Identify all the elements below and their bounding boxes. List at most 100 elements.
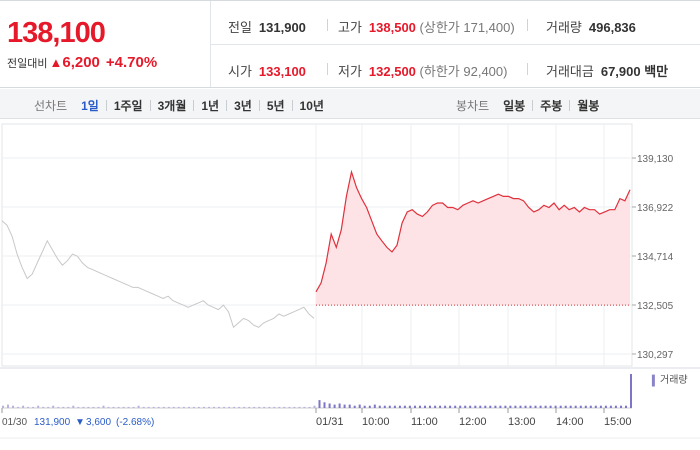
volume-bar xyxy=(408,405,411,408)
volume-bar xyxy=(449,405,452,408)
change-value: 6,200 xyxy=(62,54,100,71)
volume-bar xyxy=(338,403,341,408)
volume-bar xyxy=(132,406,135,408)
prev-day-change: 3,600 xyxy=(86,417,111,428)
volume-bar xyxy=(544,405,547,408)
volume-bar xyxy=(604,405,607,408)
prev-close-value: 131,900 xyxy=(258,20,306,35)
volume-bar xyxy=(197,406,200,408)
volume-bar xyxy=(564,405,567,408)
volume-bar xyxy=(248,406,251,408)
volume-bar xyxy=(348,404,351,408)
volume-bar xyxy=(434,405,437,408)
volume-bar xyxy=(97,406,100,408)
volume-bar xyxy=(288,406,291,408)
volume-bar xyxy=(233,406,236,408)
volume-legend: 거래량 xyxy=(660,374,688,386)
tab-divider xyxy=(258,100,260,111)
volume-bar xyxy=(313,405,316,408)
volume-bar xyxy=(213,406,215,408)
separator xyxy=(527,19,528,31)
volume-bar xyxy=(177,406,180,408)
volume-bar xyxy=(625,405,627,408)
tab-5y[interactable]: 5년 xyxy=(266,99,285,113)
volume-bar xyxy=(524,405,527,408)
volume-bar xyxy=(122,406,125,408)
tab-3m[interactable]: 3개월 xyxy=(157,99,187,113)
open-value: 133,100 xyxy=(258,64,306,79)
tab-weekly[interactable]: 주봉 xyxy=(540,99,563,113)
price-area-fill xyxy=(316,172,630,306)
tab-divider xyxy=(291,100,293,111)
line-chart-label: 선차트 xyxy=(34,99,68,113)
volume-bar xyxy=(2,405,4,408)
tab-1y[interactable]: 1년 xyxy=(201,99,220,113)
candle-chart-tabs: 봉차트 일봉 주봉 월봉 xyxy=(456,97,599,114)
chart-lines xyxy=(1,169,631,329)
volume-bar xyxy=(7,404,9,408)
volume-bar xyxy=(323,402,326,408)
volume-bar xyxy=(484,405,487,408)
volume-bar xyxy=(439,405,442,408)
volume-bar xyxy=(353,405,356,408)
volume-bar xyxy=(203,406,205,408)
volume-bar xyxy=(393,405,396,408)
volume-bar xyxy=(489,405,492,408)
separator xyxy=(327,19,328,31)
tab-daily[interactable]: 일봉 xyxy=(503,99,526,113)
volume-bar xyxy=(368,405,371,408)
prev-day-date: 01/30 xyxy=(2,417,27,428)
volume-bar xyxy=(243,406,246,408)
volume-bar xyxy=(263,406,266,408)
tab-divider xyxy=(105,100,107,111)
price-chart: 139,130 136,922 134,714 132,505 130,297 01/3… xyxy=(0,120,700,450)
tab-monthly[interactable]: 월봉 xyxy=(577,99,600,113)
volume-bar xyxy=(419,405,421,408)
volume-bar xyxy=(102,405,105,408)
volume-bar xyxy=(92,406,95,408)
tab-10y[interactable]: 10년 xyxy=(299,99,324,113)
volume-label: 거래량 xyxy=(546,20,582,35)
volume-bar xyxy=(238,406,241,408)
price-chart-svg: 139,130 136,922 134,714 132,505 130,297 01/3… xyxy=(0,123,700,439)
today-price-line xyxy=(315,169,631,293)
volume-bar xyxy=(82,406,85,408)
y-axis: 139,130 136,922 134,714 132,505 130,297 xyxy=(632,154,674,361)
tab-3y[interactable]: 3년 xyxy=(234,99,252,113)
volume-bar xyxy=(208,406,210,408)
prev-day-close: 131,900 xyxy=(34,417,71,428)
volume-bar xyxy=(52,405,55,408)
volume-bar xyxy=(57,406,60,408)
volume-bar xyxy=(519,405,522,408)
plot-frame xyxy=(1,123,633,367)
down-arrow-icon: ▼ xyxy=(75,417,85,428)
volume-bar xyxy=(424,405,426,408)
volume-bar xyxy=(112,406,115,408)
volume-bar xyxy=(479,405,482,408)
x-tick-label: 11:00 xyxy=(411,416,438,428)
tab-1w[interactable]: 1주일 xyxy=(113,99,143,113)
volume-bar xyxy=(343,404,346,408)
tab-1d[interactable]: 1일 xyxy=(81,99,99,113)
volume-bar xyxy=(273,406,276,408)
day-high: 고가 138,500 (상한가 171,400) xyxy=(338,17,515,36)
upper-limit: (상한가 171,400) xyxy=(419,20,515,35)
day-low: 저가 132,500 (하한가 92,400) xyxy=(338,61,507,80)
volume-bar xyxy=(318,400,321,408)
volume: 거래량 496,836 xyxy=(546,17,636,36)
volume-bar xyxy=(429,405,431,408)
trade-amount: 거래대금 67,900 백만 xyxy=(546,61,668,80)
volume-bar xyxy=(464,405,467,408)
x-axis: 01/31 10:00 11:00 12:00 13:00 14:00 15:00 xyxy=(0,408,700,439)
separator xyxy=(527,63,528,75)
volume-bar xyxy=(579,405,582,408)
lower-limit: (하한가 92,400) xyxy=(419,64,508,79)
tab-divider xyxy=(532,100,534,111)
volume-bar xyxy=(444,405,447,408)
volume-bar xyxy=(228,406,231,408)
volume-bar xyxy=(17,406,20,408)
volume-bar xyxy=(62,406,65,408)
volume-bar xyxy=(142,406,145,408)
volume-chart xyxy=(0,367,700,409)
